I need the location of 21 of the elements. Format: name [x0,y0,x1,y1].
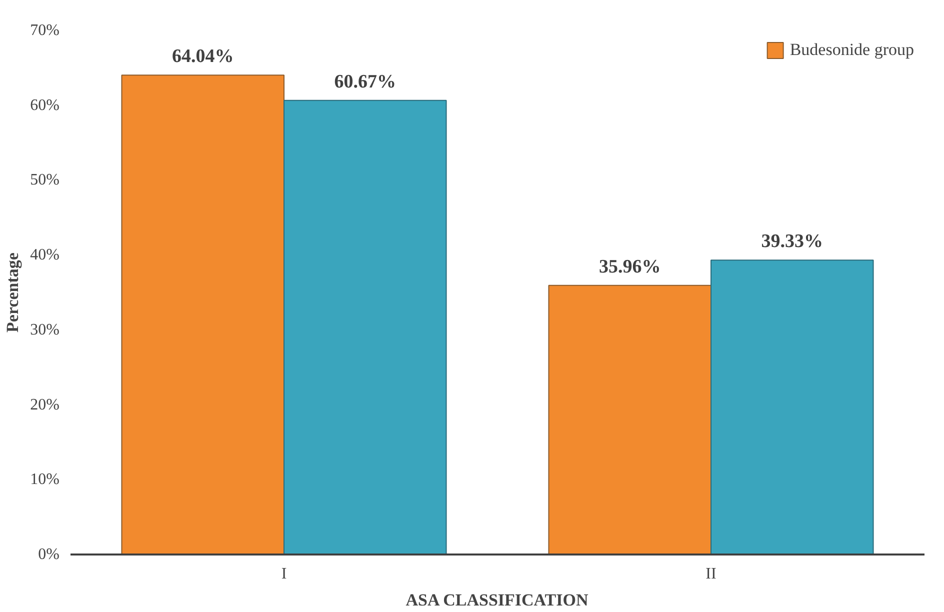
bar [121,74,284,554]
x-axis-title: ASA CLASSIFICATION [406,590,589,610]
y-tick-label: 40% [30,246,60,264]
y-tick-label: 0% [38,546,60,563]
x-tick-label: II [706,566,716,582]
y-tick-label: 30% [30,321,60,338]
text: 35.96% [598,256,661,278]
legend-label: Budesonide group [790,40,914,60]
bar [284,100,447,554]
y-axis-title: Percentage [3,252,22,332]
y-tick-label: 20% [30,396,60,414]
bar [548,284,712,554]
text: 64.04% [172,46,234,68]
x-tick-label: I [281,566,287,582]
y-tick-label: 50% [30,172,60,189]
y-tick-label: 60% [30,96,60,114]
text: 60.67% [334,71,396,92]
text: 39.33% [761,231,824,252]
bar [710,260,874,554]
y-tick-label: 70% [30,22,60,39]
y-tick-label: 10% [30,471,60,488]
